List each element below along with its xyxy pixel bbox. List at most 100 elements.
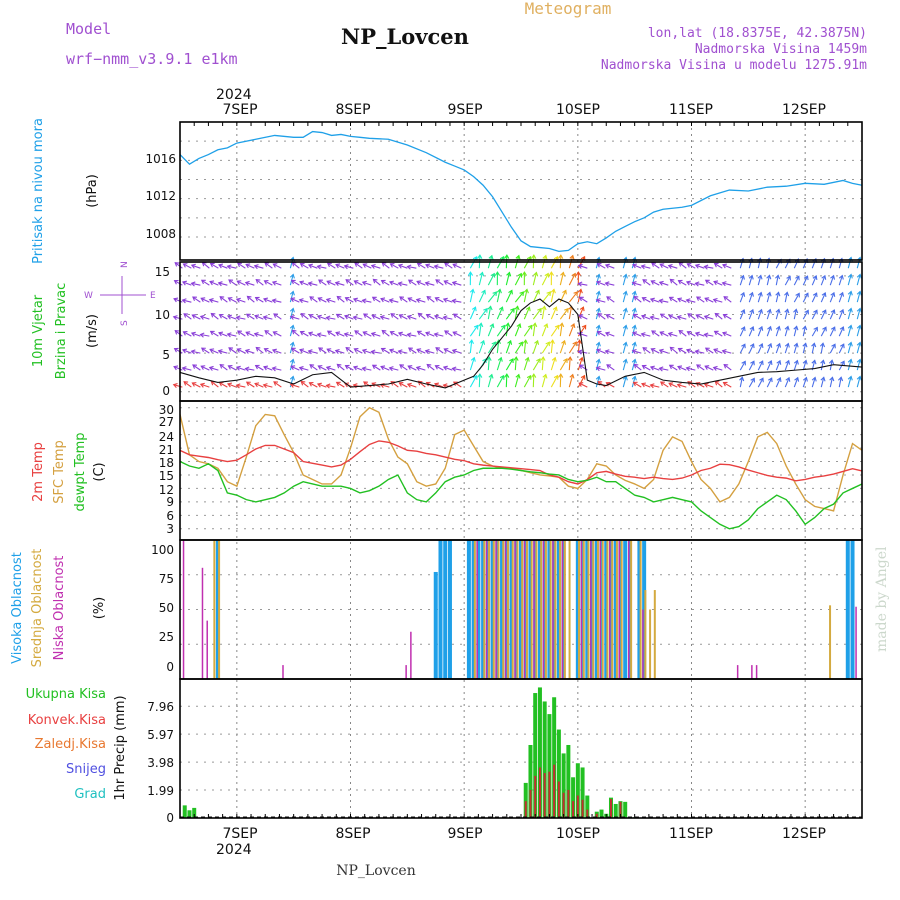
wind-arrow-head bbox=[433, 314, 439, 320]
wind-arrow-head bbox=[596, 280, 602, 286]
temp-title-3: dewpt Temp bbox=[73, 432, 88, 511]
day-label: 11SEP bbox=[669, 826, 713, 842]
wind-arrow-head bbox=[245, 331, 251, 337]
wind-arrow-head bbox=[289, 341, 295, 347]
wind-arrow bbox=[219, 314, 228, 320]
wind-arrow-head bbox=[795, 275, 800, 281]
wind-arrow bbox=[380, 298, 390, 303]
wind-arrow bbox=[417, 262, 426, 269]
wind-arrow bbox=[219, 296, 228, 303]
wind-arrow bbox=[344, 265, 354, 269]
cloud-bar-high bbox=[561, 540, 566, 679]
wind-arrow bbox=[659, 263, 669, 269]
wind-arrow bbox=[578, 382, 588, 388]
wind-arrow bbox=[308, 264, 318, 269]
wind-arrow-head bbox=[398, 314, 404, 319]
wind-arrow-head bbox=[218, 331, 224, 337]
wind-arrow-head bbox=[546, 291, 552, 297]
wind-arrow-head bbox=[536, 358, 541, 363]
wind-arrow bbox=[219, 382, 228, 388]
wind-arrow bbox=[425, 350, 435, 354]
wind-arrow bbox=[317, 333, 327, 337]
wind-arrow-head bbox=[545, 341, 550, 347]
wind-arrow-head bbox=[472, 374, 478, 380]
wind-arrow-head bbox=[839, 291, 845, 297]
precip-total-bar bbox=[537, 687, 542, 818]
wind-arrow bbox=[793, 377, 799, 388]
wind-arrow-head bbox=[416, 348, 422, 354]
wind-arrow-head bbox=[208, 298, 214, 304]
wind-arrow bbox=[775, 259, 782, 269]
wind-arrow-head bbox=[352, 365, 358, 371]
wind-arrow bbox=[713, 366, 723, 371]
wind-arrow-head bbox=[325, 383, 331, 389]
wind-arrow bbox=[757, 309, 763, 320]
wind-arrow-head bbox=[622, 290, 628, 296]
wind-arrow bbox=[541, 341, 550, 354]
precip-legend-snow: Snijeg bbox=[66, 762, 106, 777]
wind-arrow bbox=[739, 361, 746, 371]
wind-arrows bbox=[172, 254, 862, 389]
wind-arrow-head bbox=[775, 325, 781, 331]
wind-arrow bbox=[336, 313, 345, 320]
wind-arrow bbox=[246, 313, 255, 320]
wind-arrow bbox=[363, 313, 372, 320]
wind-arrow bbox=[820, 377, 825, 388]
wind-arrow bbox=[696, 296, 705, 303]
svg-text:E: E bbox=[150, 291, 156, 301]
wind-arrow bbox=[478, 374, 481, 388]
wind-arrow bbox=[659, 299, 669, 303]
wind-arrow bbox=[272, 281, 282, 286]
wind-arrow-head bbox=[696, 364, 701, 369]
wind-arrow-head bbox=[246, 295, 252, 301]
wind-arrow-head bbox=[334, 281, 340, 287]
wind-arrow-head bbox=[527, 324, 533, 330]
wind-arrow bbox=[541, 291, 551, 303]
wind-arrow bbox=[820, 275, 826, 286]
wind-arrow-head bbox=[444, 330, 449, 335]
wind-arrow bbox=[435, 347, 444, 354]
precip-conv-bar bbox=[581, 799, 584, 818]
wind-arrow-head bbox=[174, 330, 180, 335]
wind-arrow bbox=[838, 377, 842, 388]
cloud-bar-high bbox=[585, 540, 590, 679]
wind-arrow-head bbox=[633, 295, 639, 301]
wind-arrow bbox=[739, 309, 745, 320]
wind-arrow-head bbox=[309, 296, 315, 301]
wind-arrow bbox=[811, 310, 818, 320]
day-label: 10SEP bbox=[556, 102, 600, 118]
wind-arrow-head bbox=[199, 314, 205, 320]
wind-arrow-head bbox=[677, 347, 683, 353]
wind-arrow bbox=[290, 383, 300, 388]
wind-arrow bbox=[505, 272, 510, 286]
wind-arrow bbox=[345, 347, 354, 354]
wind-arrow bbox=[514, 374, 520, 388]
wind-arrow-head bbox=[658, 280, 664, 286]
wind-arrow bbox=[299, 349, 309, 354]
wind-arrow-head bbox=[190, 281, 196, 287]
cloud-bar-high bbox=[552, 540, 557, 679]
wind-ticks: 15 10 5 0 bbox=[155, 265, 170, 398]
wind-arrow bbox=[210, 263, 219, 269]
wind-arrow-head bbox=[550, 288, 556, 294]
wind-arrow bbox=[362, 299, 372, 303]
wind-arrow bbox=[775, 292, 780, 303]
wind-arrow-head bbox=[812, 292, 818, 298]
wind-arrow bbox=[362, 349, 372, 354]
wind-arrow-head bbox=[828, 359, 835, 365]
wind-arrow bbox=[568, 341, 577, 354]
panel-frame-precip bbox=[179, 678, 863, 819]
wind-arrow bbox=[606, 296, 615, 303]
cloud-bar-high bbox=[590, 540, 595, 679]
wind-arrow bbox=[209, 348, 219, 354]
temp-tick: 24 bbox=[159, 430, 174, 444]
wind-arrow-head bbox=[838, 274, 844, 280]
wind-arrow-head bbox=[173, 365, 179, 371]
wind-arrow-head bbox=[504, 254, 510, 259]
wind-arrow bbox=[532, 272, 537, 286]
wind-arrow-head bbox=[812, 275, 818, 281]
wind-arrow-head bbox=[517, 272, 523, 278]
wind-arrow bbox=[605, 264, 615, 269]
wind-arrow-head bbox=[687, 313, 693, 318]
wind-arrow bbox=[651, 262, 660, 269]
